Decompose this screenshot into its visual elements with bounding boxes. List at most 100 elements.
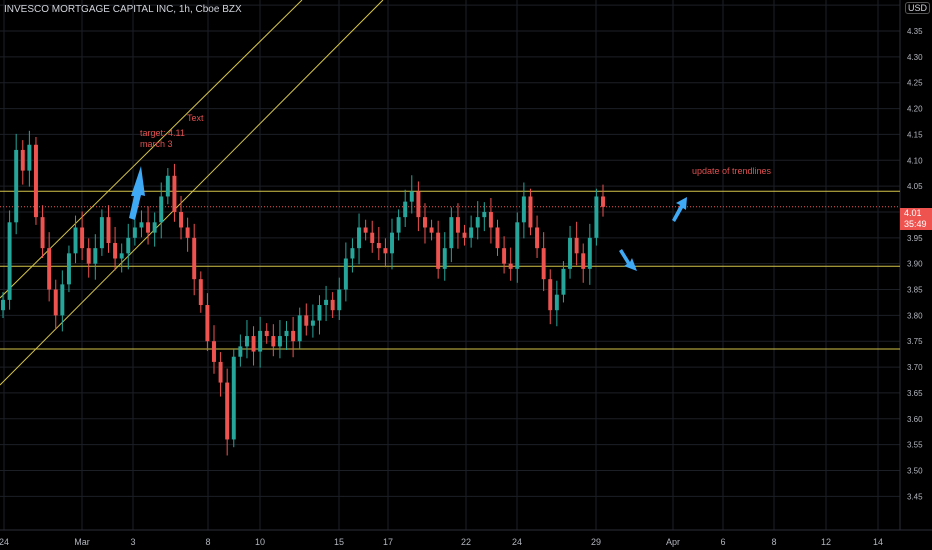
update-trendlines-annotation[interactable]: update of trendlines bbox=[692, 166, 772, 176]
x-tick-label: 17 bbox=[383, 537, 393, 547]
candle-body bbox=[317, 305, 322, 321]
candle-body bbox=[554, 294, 559, 311]
candle-body bbox=[357, 227, 362, 249]
candle-body bbox=[73, 227, 78, 254]
candle-body bbox=[515, 222, 520, 269]
candle-body bbox=[159, 196, 164, 223]
text-annotation[interactable]: Text bbox=[187, 113, 204, 123]
candle-body bbox=[390, 232, 394, 254]
candle-body bbox=[469, 227, 474, 238]
y-tick-label: 4.15 bbox=[907, 130, 923, 139]
x-tick-label: 8 bbox=[771, 537, 776, 547]
candle-body bbox=[574, 237, 579, 254]
candle-body bbox=[33, 144, 38, 218]
x-tick-label: 14 bbox=[873, 537, 883, 547]
candle-body bbox=[218, 361, 223, 383]
candle-body bbox=[179, 211, 183, 228]
candle-body bbox=[350, 248, 355, 259]
candle-body bbox=[80, 227, 85, 249]
candle-body bbox=[370, 232, 375, 243]
candle-body bbox=[165, 175, 170, 197]
candle-body bbox=[40, 217, 45, 249]
x-tick-label: 24 bbox=[512, 537, 522, 547]
candle-body bbox=[449, 217, 454, 249]
currency-button[interactable]: USD bbox=[905, 2, 931, 14]
bar-countdown: 35:49 bbox=[904, 219, 927, 229]
candle-body bbox=[99, 217, 104, 249]
x-tick-label: 22 bbox=[461, 537, 471, 547]
candle-body bbox=[442, 248, 447, 269]
last-price-value: 4.01 bbox=[904, 208, 922, 218]
candle-body bbox=[126, 237, 131, 254]
y-tick-label: 4.20 bbox=[907, 105, 923, 114]
candle-body bbox=[383, 248, 388, 254]
candle-body bbox=[185, 227, 190, 238]
candle-body bbox=[330, 299, 335, 311]
candle-body bbox=[27, 144, 32, 171]
candle-body bbox=[297, 315, 302, 342]
target-annotation-line2[interactable]: march 3 bbox=[140, 139, 173, 149]
candle-body bbox=[594, 196, 599, 238]
candle-body bbox=[508, 263, 513, 269]
candle-body bbox=[455, 217, 460, 233]
candle-body bbox=[106, 217, 111, 243]
x-tick-label: 15 bbox=[334, 537, 344, 547]
candle-body bbox=[277, 336, 282, 347]
x-tick-label: 29 bbox=[591, 537, 601, 547]
x-tick-label: 12 bbox=[821, 537, 831, 547]
x-tick-label: Mar bbox=[74, 537, 90, 547]
candle-body bbox=[258, 330, 263, 352]
symbol-title[interactable]: INVESCO MORTGAGE CAPITAL INC, 1h, Cboe B… bbox=[4, 4, 242, 15]
x-tick-label: 8 bbox=[205, 537, 210, 547]
candle-body bbox=[403, 201, 408, 218]
candle-body bbox=[7, 222, 12, 300]
candle-body bbox=[548, 279, 553, 311]
candle-body bbox=[324, 299, 329, 306]
candle-body bbox=[291, 330, 296, 342]
candle-body bbox=[146, 222, 151, 233]
candle-body bbox=[363, 227, 368, 233]
y-tick-label: 3.85 bbox=[907, 286, 923, 295]
candle-body bbox=[587, 237, 592, 269]
y-tick-label: 3.65 bbox=[907, 389, 923, 398]
channel-line-lower bbox=[0, 0, 384, 386]
candle-body bbox=[251, 336, 256, 352]
candle-body bbox=[416, 191, 421, 218]
candle-body bbox=[495, 227, 500, 249]
y-tick-label: 4.25 bbox=[907, 79, 923, 88]
candle-body bbox=[205, 305, 210, 342]
candle-body bbox=[343, 258, 348, 290]
candle-body bbox=[53, 289, 58, 316]
y-tick-label: 3.70 bbox=[907, 363, 923, 372]
y-tick-label: 3.95 bbox=[907, 234, 923, 243]
candle-body bbox=[47, 248, 52, 290]
candle-body bbox=[264, 330, 269, 337]
y-tick-label: 4.35 bbox=[907, 27, 923, 36]
candle-body bbox=[429, 227, 434, 233]
y-tick-label: 4.05 bbox=[907, 182, 923, 191]
candle-body bbox=[409, 191, 414, 202]
x-tick-label: 3 bbox=[130, 537, 135, 547]
candle-body bbox=[376, 242, 381, 249]
y-tick-label: 4.10 bbox=[907, 156, 923, 165]
up-arrow-drawing bbox=[129, 166, 145, 220]
candle-body bbox=[310, 320, 315, 326]
candle-body bbox=[541, 248, 546, 280]
candle-body bbox=[1, 299, 5, 311]
candle-body bbox=[462, 232, 467, 238]
target-annotation-line1[interactable]: target: 4.11 bbox=[140, 128, 185, 138]
candle-body bbox=[192, 237, 197, 280]
x-tick-label: 24 bbox=[0, 537, 9, 547]
candle-body bbox=[132, 227, 137, 238]
x-tick-label: 10 bbox=[255, 537, 265, 547]
candle-body bbox=[601, 196, 605, 207]
candle-body bbox=[225, 382, 230, 440]
candle-body bbox=[581, 253, 586, 269]
x-tick-label: Apr bbox=[666, 537, 680, 547]
candle-body bbox=[482, 211, 487, 218]
y-tick-label: 3.75 bbox=[907, 337, 923, 346]
candle-body bbox=[271, 336, 276, 347]
candle-body bbox=[568, 237, 573, 269]
candle-body bbox=[20, 149, 25, 171]
